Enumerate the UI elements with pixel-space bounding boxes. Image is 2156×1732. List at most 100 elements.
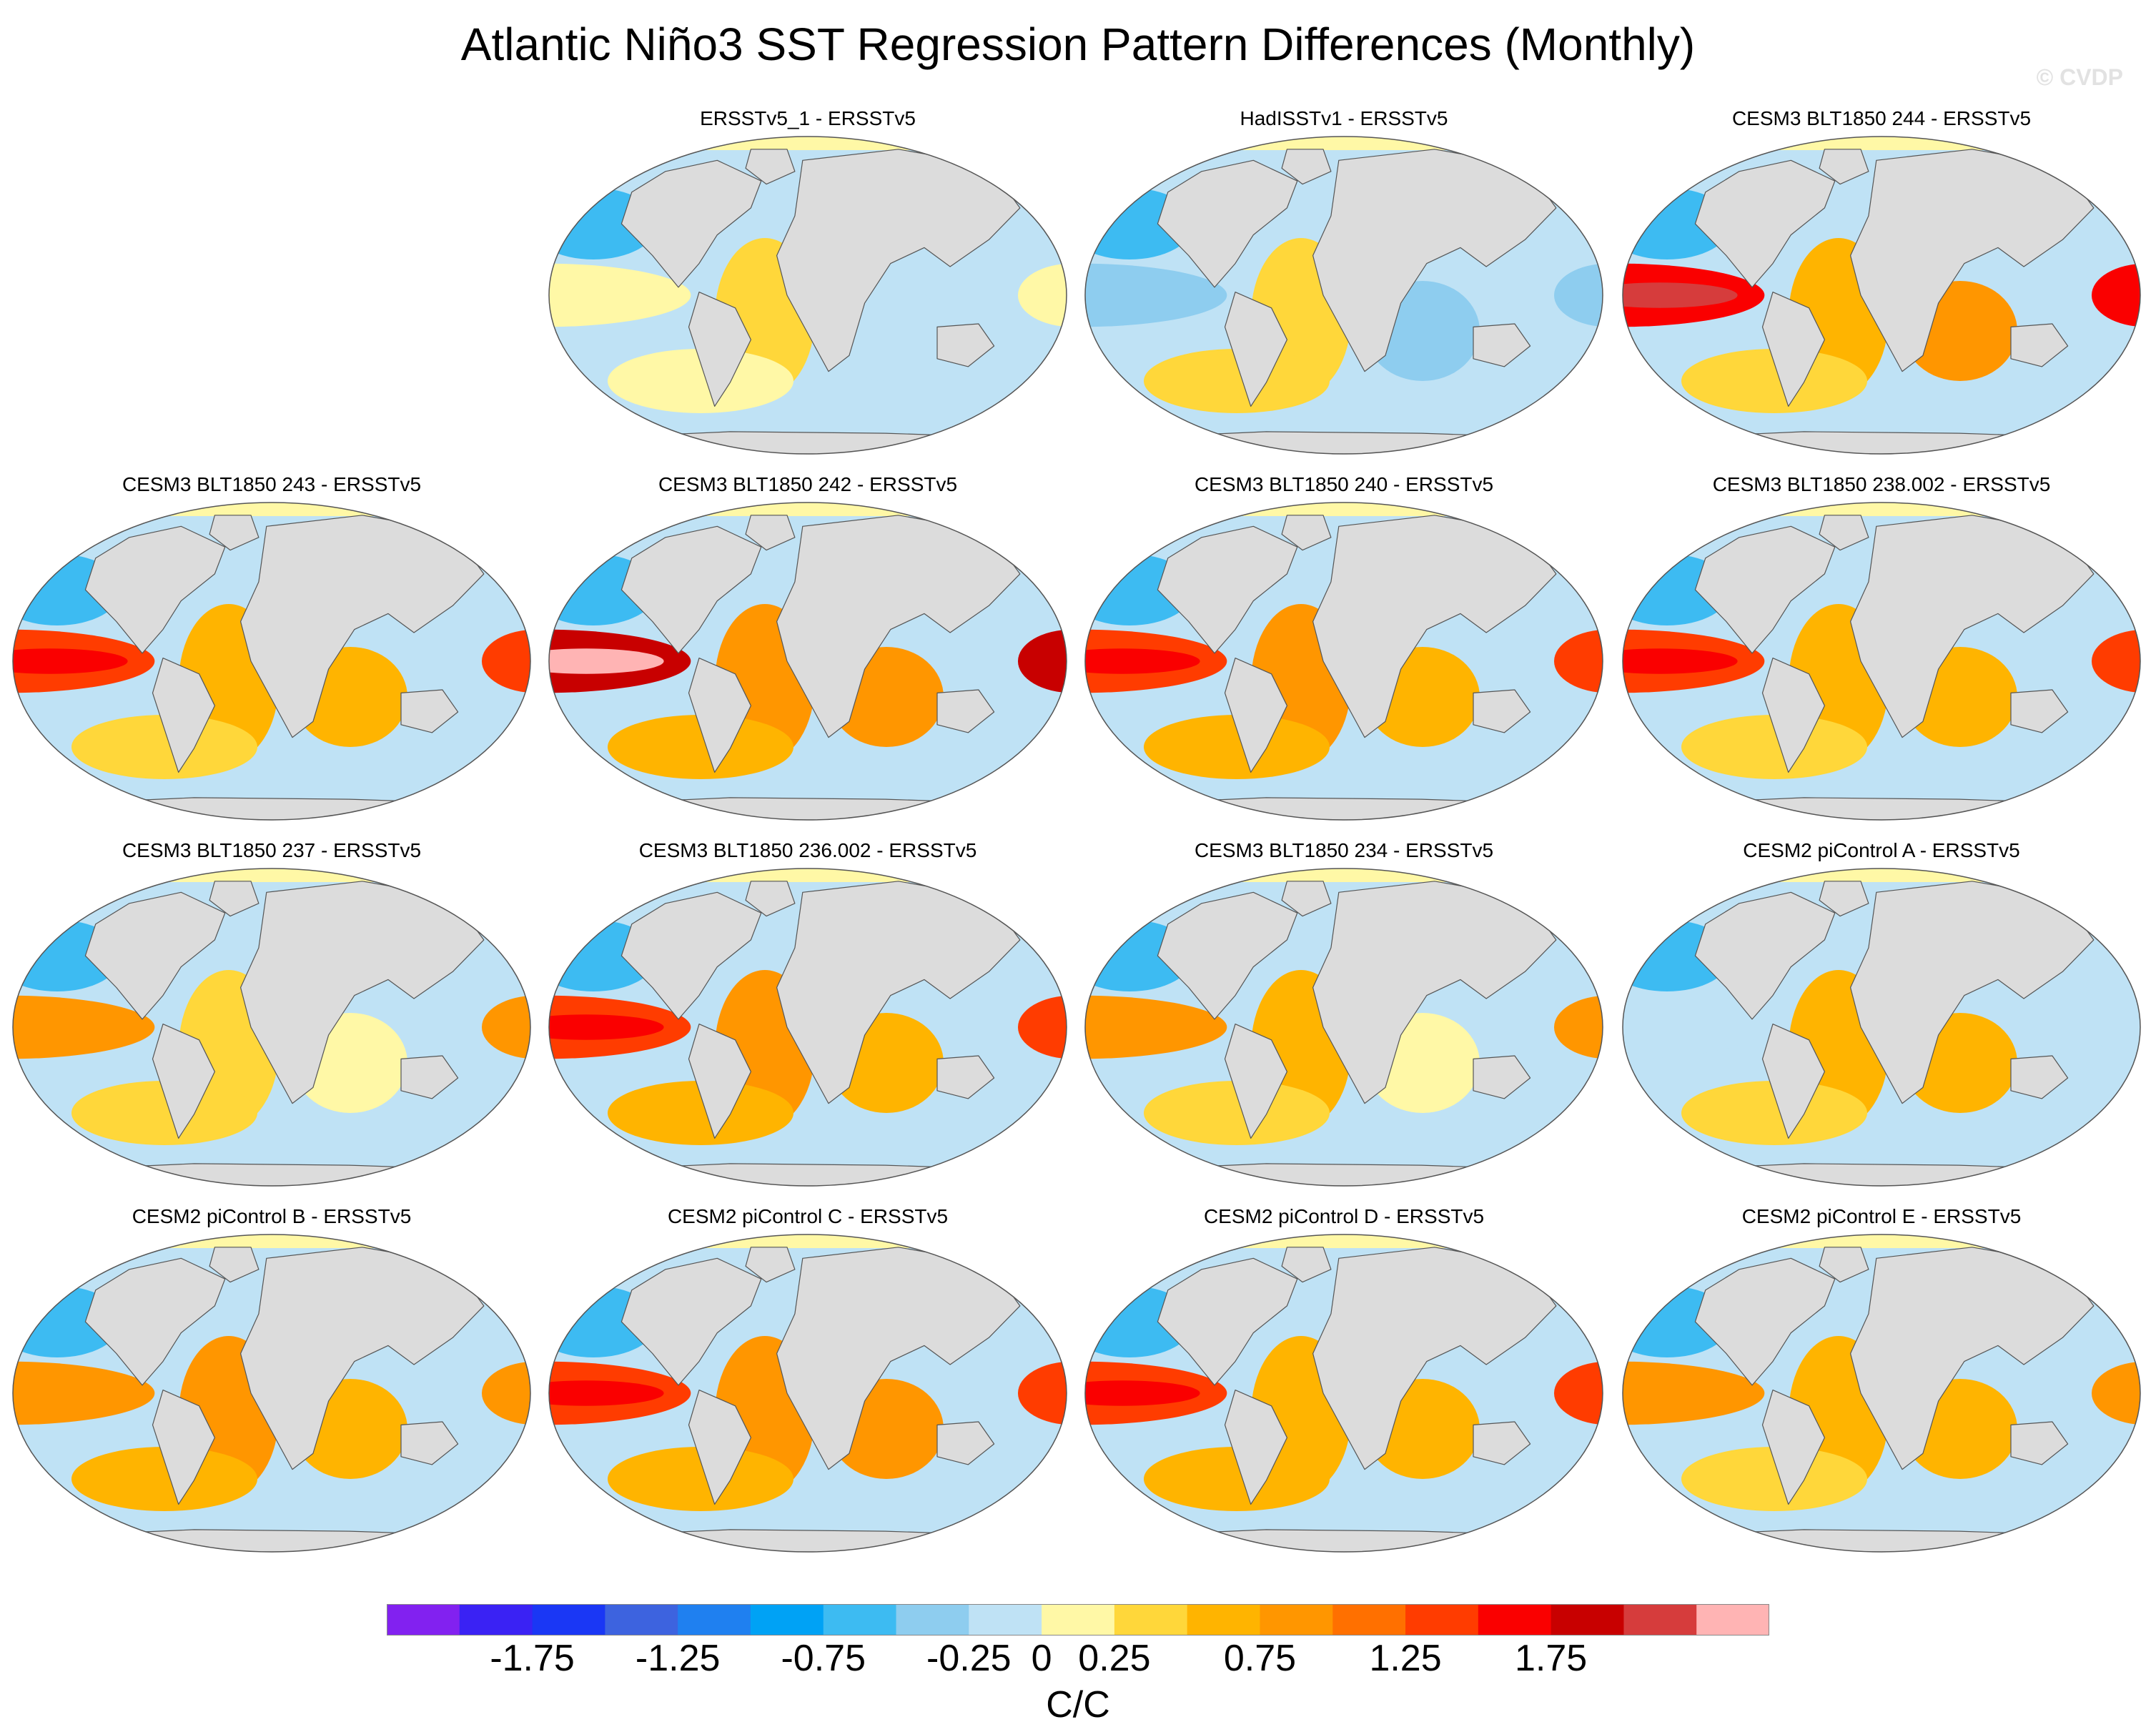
continent-antarctica: [1123, 431, 1565, 454]
pacific-anomaly: [1623, 263, 1765, 327]
pacific-anomaly: [2091, 1361, 2140, 1425]
continent-australia: [936, 689, 995, 733]
colorbar-tick-label: 1.75: [1515, 1638, 1588, 1679]
pacific-anomaly-core: [1623, 282, 1738, 308]
panel-title: CESM3 BLT1850 244 - ERSSTv5: [1731, 107, 2032, 129]
panel-title: CESM3 BLT1850 243 - ERSSTv5: [122, 473, 422, 495]
continent-south-america: [1224, 658, 1287, 773]
map-outline: [1622, 502, 2141, 821]
pacific-anomaly: [1085, 1361, 1227, 1425]
southern-ocean-anomaly: [608, 349, 793, 413]
colorbar-swatch: [1187, 1604, 1260, 1635]
map-panel: CESM2 piControl C - ERSSTv5: [543, 1204, 1072, 1561]
continent-south-america: [688, 658, 751, 773]
southern-ocean-anomaly: [71, 715, 257, 779]
panel-title: CESM2 piControl C - ERSSTv5: [667, 1205, 949, 1227]
pacific-anomaly: [549, 629, 691, 693]
southern-ocean-anomaly: [1681, 1447, 1867, 1511]
continent-north-america: [84, 1257, 226, 1386]
southern-ocean-anomaly: [71, 1081, 257, 1145]
pacific-anomaly: [1553, 263, 1603, 327]
map-outline: [12, 1234, 531, 1553]
southern-ocean-anomaly: [1681, 1081, 1867, 1145]
map-panel: CESM3 BLT1850 234 - ERSSTv5: [1079, 838, 1608, 1195]
continent-australia: [2010, 689, 2069, 733]
continent-north-america: [1157, 525, 1298, 654]
continent-north-america: [620, 891, 762, 1020]
pacific-anomaly: [2091, 263, 2140, 327]
map-panel: CESM3 BLT1850 244 - ERSSTv5: [1617, 106, 2146, 463]
continent-antarctica: [1123, 1163, 1565, 1186]
southern-ocean-anomaly: [1144, 349, 1330, 413]
pacific-anomaly: [1085, 263, 1227, 327]
pacific-anomaly-core: [1623, 648, 1738, 674]
continent-australia: [400, 1055, 459, 1099]
panel-title: CESM3 BLT1850 234 - ERSSTv5: [1194, 839, 1494, 861]
panel-title: ERSSTv5_1 - ERSSTv5: [700, 107, 916, 129]
colorbar-swatch: [1696, 1604, 1769, 1635]
robinson-map: [548, 1234, 1067, 1553]
continent-south-america: [1224, 1390, 1287, 1505]
map-outline: [548, 1234, 1067, 1553]
continent-north-america: [1694, 891, 1836, 1020]
robinson-map: [1622, 868, 2141, 1187]
continent-greenland: [209, 1247, 259, 1283]
colorbar-swatch: [1478, 1604, 1552, 1635]
robinson-map: [12, 502, 531, 821]
continent-antarctica: [587, 1163, 1029, 1186]
pacific-anomaly: [1553, 629, 1603, 693]
map-panel: CESM3 BLT1850 242 - ERSSTv5: [543, 472, 1072, 829]
continent-antarctica: [1661, 1529, 2102, 1552]
colorbar-swatch: [459, 1604, 533, 1635]
map-panel: CESM3 BLT1850 240 - ERSSTv5: [1079, 472, 1608, 829]
continent-north-america: [620, 159, 762, 288]
continent-south-america: [688, 1390, 751, 1505]
continent-south-america: [152, 1024, 215, 1139]
map-panel: ERSSTv5_1 - ERSSTv5: [543, 106, 1072, 463]
colorbar-swatch: [532, 1604, 605, 1635]
southern-ocean-anomaly: [1144, 1447, 1330, 1511]
colorbar-swatch: [678, 1604, 751, 1635]
pacific-anomaly: [549, 995, 691, 1059]
pacific-anomaly: [2091, 629, 2140, 693]
panel-title: CESM3 BLT1850 242 - ERSSTv5: [658, 473, 958, 495]
watermark: © CVDP: [2036, 64, 2123, 90]
map-panel: HadISSTv1 - ERSSTv5: [1079, 106, 1608, 463]
continent-greenland: [1281, 881, 1332, 917]
continent-south-america: [1224, 292, 1287, 407]
map-panel: CESM3 BLT1850 238.002 - ERSSTv5: [1617, 472, 2146, 829]
colorbar-swatch: [387, 1604, 460, 1635]
map-outline: [1084, 136, 1603, 455]
map-outline: [548, 868, 1067, 1187]
panel-title: CESM3 BLT1850 240 - ERSSTv5: [1194, 473, 1494, 495]
map-outline: [1622, 868, 2141, 1187]
pacific-anomaly: [1017, 629, 1067, 693]
pacific-anomaly: [1623, 629, 1765, 693]
robinson-map: [12, 1234, 531, 1553]
continent-south-america: [688, 292, 751, 407]
pacific-anomaly: [481, 1361, 530, 1425]
robinson-map: [1622, 136, 2141, 455]
panel-title: CESM2 piControl B - ERSSTv5: [132, 1205, 412, 1227]
continent-antarctica: [1123, 1529, 1565, 1552]
colorbar-units: C/C: [1046, 1684, 1110, 1726]
continent-south-america: [1761, 658, 1825, 773]
continent-north-america: [1157, 891, 1298, 1020]
pacific-anomaly: [481, 995, 530, 1059]
pacific-anomaly: [13, 629, 155, 693]
colorbar-tick-label: -1.25: [635, 1638, 721, 1679]
continent-north-america: [620, 525, 762, 654]
southern-ocean-anomaly: [71, 1447, 257, 1511]
robinson-map: [548, 136, 1067, 455]
map-outline: [1622, 1234, 2141, 1553]
continent-australia: [400, 1421, 459, 1465]
southern-ocean-anomaly: [1681, 715, 1867, 779]
continent-north-america: [1157, 1257, 1298, 1386]
pacific-anomaly: [13, 1361, 155, 1425]
map-outline: [1084, 868, 1603, 1187]
continent-greenland: [1819, 1247, 1869, 1283]
continent-australia: [400, 689, 459, 733]
panel-title: CESM2 piControl D - ERSSTv5: [1203, 1205, 1485, 1227]
continent-australia: [1473, 689, 1531, 733]
southern-ocean-anomaly: [1681, 349, 1867, 413]
